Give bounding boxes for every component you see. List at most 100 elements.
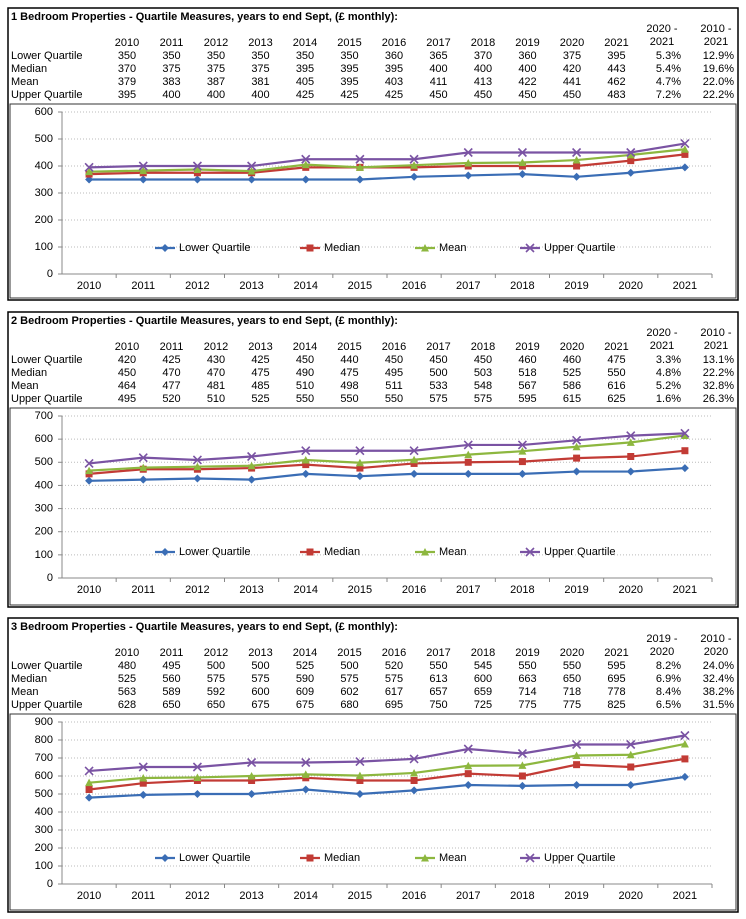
marker	[518, 158, 527, 166]
x-tick-label: 2013	[239, 890, 263, 902]
marker	[525, 243, 535, 253]
table-value: 370	[118, 63, 136, 75]
table-value: 350	[118, 50, 136, 62]
year-header: 2014	[293, 37, 317, 49]
x-tick-label: 2016	[402, 280, 426, 292]
table-value: 395	[296, 63, 314, 75]
y-tick-label: 500	[35, 456, 53, 468]
table-value: 375	[251, 63, 269, 75]
table-value: 775	[563, 699, 581, 711]
table-value: 450	[429, 89, 447, 101]
marker	[572, 739, 582, 750]
marker	[409, 154, 419, 164]
marker	[247, 790, 256, 798]
table-value: 680	[340, 699, 358, 711]
table-value: 395	[607, 50, 625, 62]
table-value: 379	[118, 76, 136, 88]
x-tick-label: 2011	[131, 280, 155, 292]
x-tick-label: 2018	[510, 280, 534, 292]
marker	[680, 431, 689, 439]
marker	[572, 781, 581, 789]
table-value: 525	[251, 393, 269, 405]
table-value: 600	[251, 686, 269, 698]
table-value: 440	[340, 354, 358, 366]
change-value: 4.7%	[656, 76, 681, 88]
year-header: 2021	[604, 341, 628, 353]
legend-label: Mean	[439, 242, 467, 254]
table-value: 381	[251, 76, 269, 88]
y-tick-label: 0	[47, 572, 53, 584]
x-tick-label: 2011	[131, 890, 155, 902]
marker	[139, 166, 148, 175]
table-value: 525	[296, 660, 314, 672]
table-value: 586	[563, 380, 581, 392]
y-tick-label: 100	[35, 860, 53, 872]
table-value: 567	[518, 380, 536, 392]
x-tick-label: 2016	[402, 584, 426, 596]
change-header: 2019 - 2020	[646, 633, 677, 658]
marker	[681, 447, 689, 455]
marker	[356, 464, 364, 472]
table-value: 370	[474, 50, 492, 62]
marker	[410, 172, 419, 181]
marker	[85, 476, 94, 485]
marker	[193, 773, 202, 781]
table-value: 518	[518, 367, 536, 379]
table-value: 365	[429, 50, 447, 62]
legend-label: Median	[324, 852, 360, 864]
marker	[464, 458, 472, 466]
y-tick-label: 900	[35, 716, 53, 728]
table-value: 490	[296, 367, 314, 379]
x-tick-label: 2019	[564, 280, 588, 292]
table-value: 400	[251, 89, 269, 101]
x-tick-label: 2014	[294, 584, 318, 596]
marker	[161, 854, 169, 862]
change-value: 12.9%	[703, 50, 734, 62]
table-value: 483	[607, 89, 625, 101]
table-value: 470	[162, 367, 180, 379]
change-header: 2010 - 2021	[700, 23, 731, 48]
marker	[139, 773, 148, 782]
table-value: 395	[340, 63, 358, 75]
marker	[626, 168, 635, 177]
table-value: 550	[518, 660, 536, 672]
x-tick-label: 2020	[619, 280, 643, 292]
legend-label: Lower Quartile	[179, 852, 251, 864]
marker	[626, 781, 635, 789]
x-tick-label: 2019	[564, 890, 588, 902]
row-label: Mean	[11, 380, 39, 392]
marker	[421, 548, 429, 556]
marker	[680, 145, 689, 153]
marker	[306, 854, 314, 862]
table-value: 413	[474, 76, 492, 88]
row-label: Upper Quartile	[11, 89, 83, 101]
y-tick-label: 300	[35, 824, 53, 836]
marker	[355, 458, 364, 467]
table-value: 475	[251, 367, 269, 379]
marker	[680, 730, 690, 741]
table-value: 425	[162, 354, 180, 366]
marker	[464, 159, 473, 167]
y-tick-label: 400	[35, 479, 53, 491]
table-value: 663	[518, 673, 536, 685]
table-value: 520	[385, 660, 403, 672]
change-value: 7.2%	[656, 89, 681, 101]
y-tick-label: 300	[35, 502, 53, 514]
table-value: 545	[474, 660, 492, 672]
y-tick-label: 100	[35, 549, 53, 561]
table-value: 480	[118, 660, 136, 672]
marker	[301, 154, 311, 164]
marker	[161, 548, 169, 556]
year-header: 2018	[471, 341, 495, 353]
table-value: 450	[518, 89, 536, 101]
marker	[138, 161, 148, 171]
marker	[627, 157, 635, 165]
row-label: Upper Quartile	[11, 699, 83, 711]
table-value: 575	[340, 673, 358, 685]
table-value: 360	[518, 50, 536, 62]
year-header: 2020	[560, 341, 584, 353]
change-value: 5.3%	[656, 50, 681, 62]
marker	[626, 438, 635, 446]
series-line	[89, 466, 685, 482]
table-value: 575	[429, 393, 447, 405]
